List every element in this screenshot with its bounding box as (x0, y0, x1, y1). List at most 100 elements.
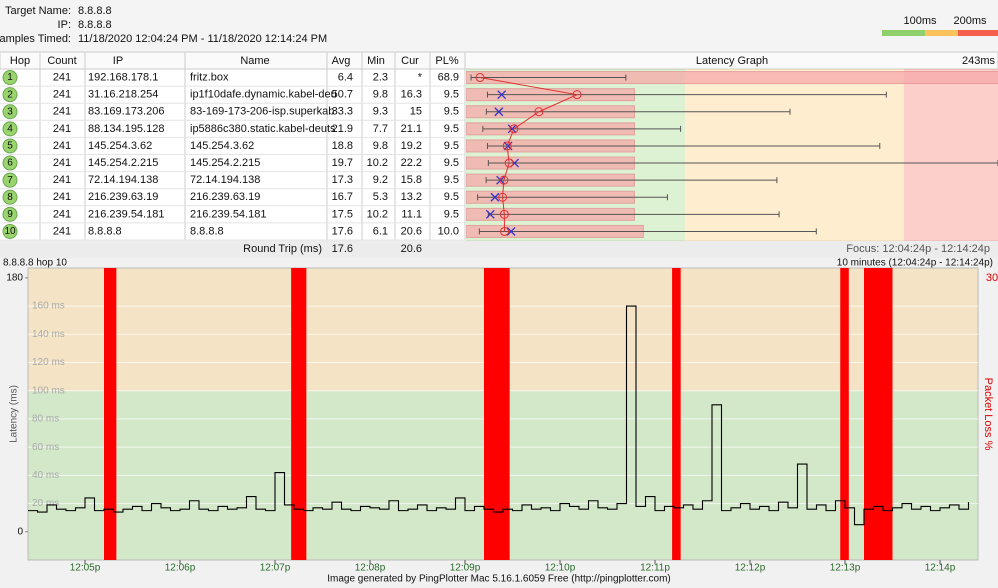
cell-cur: 15 (410, 106, 422, 118)
cell-min: 5.3 (373, 191, 388, 203)
y-tick-label: 40 ms (32, 470, 59, 481)
x-tick-label: 12:12p (735, 563, 766, 574)
cell-avg: 50.7 (332, 89, 353, 101)
column-header: Avg (332, 55, 351, 67)
latency-line (28, 305, 970, 526)
y-axis-label: Latency (ms) (9, 385, 20, 443)
cell-ip: 88.134.195.128 (88, 123, 164, 135)
cell-name: 216.239.63.19 (190, 191, 260, 203)
cell-name: 145.254.2.215 (190, 157, 260, 169)
cell-pl: 9.5 (444, 208, 459, 220)
column-header: Min (367, 55, 385, 67)
cell-avg: 16.7 (332, 191, 353, 203)
cell-count: 241 (53, 157, 71, 169)
packet-loss-bar (104, 268, 117, 560)
cell-min: 9.8 (373, 89, 388, 101)
cell-name: ip5886c380.static.kabel-deuts (190, 123, 336, 135)
cell-avg: 17.5 (332, 208, 353, 220)
value: 8.8.8.8 (78, 19, 112, 31)
avg-marker (499, 209, 509, 219)
hop-badge (2, 121, 18, 137)
cell-cur: 22.2 (401, 157, 422, 169)
round-trip-bg (0, 240, 998, 258)
plot-area (28, 268, 970, 560)
hop-badge (2, 206, 18, 222)
cell-count: 241 (53, 71, 71, 83)
cell-pl: 9.5 (444, 140, 459, 152)
y-tick-label: 20 ms (32, 498, 59, 509)
y-tick-label: 160 ms (32, 301, 65, 312)
avg-marker (475, 73, 485, 83)
x-tick-label: 12:06p (165, 563, 196, 574)
legend-label: 100ms (903, 15, 937, 27)
column-header: IP (113, 55, 123, 67)
hop-badge (2, 87, 18, 103)
y-tick-label: 140 ms (32, 329, 65, 340)
avg-marker (502, 141, 512, 151)
column-header: Hop (10, 55, 30, 67)
x-tick-label: 12:10p (545, 563, 576, 574)
cell-min: 10.2 (367, 208, 388, 220)
packet-loss-bar (484, 268, 510, 560)
x-tick-label: 12:13p (830, 563, 861, 574)
cell-name: ip1f10dafe.dynamic.kabel-deu (190, 89, 337, 101)
round-trip-label: Round Trip (ms) (243, 243, 322, 255)
y-tick-label: 0 (17, 526, 23, 537)
y-tick-label: 60 ms (32, 442, 59, 453)
avg-marker (500, 226, 510, 236)
cell-count: 241 (53, 191, 71, 203)
packet-loss-bar (672, 268, 681, 560)
cell-name: 8.8.8.8 (190, 225, 224, 237)
hop-badge (2, 70, 18, 86)
y-tick-label: 120 ms (32, 357, 65, 368)
hop-badge (2, 138, 18, 154)
cell-pl: 9.5 (444, 106, 459, 118)
cell-cur: 15.8 (401, 174, 422, 186)
cell-avg: 19.7 (332, 157, 353, 169)
cell-ip: 145.254.3.62 (88, 140, 152, 152)
avg-marker (572, 90, 582, 100)
focus: Focus: 12:04:24p - 12:14:24p (846, 243, 990, 255)
cell-count: 241 (53, 89, 71, 101)
x-tick-label: 12:07p (260, 563, 291, 574)
label: IP: (58, 19, 71, 31)
cell-cur: 19.2 (401, 140, 422, 152)
y-tick-label: 180 (6, 273, 23, 284)
legend-swatch (958, 30, 998, 36)
hop-badge (2, 172, 18, 188)
hop-number: 6 (7, 158, 13, 169)
cell-min: 6.1 (373, 225, 388, 237)
hop-badge (2, 223, 18, 239)
cell-ip: 8.8.8.8 (88, 225, 122, 237)
cell-ip: 31.16.218.254 (88, 89, 158, 101)
cell-avg: 21.9 (332, 123, 353, 135)
cell-name: fritz.box (190, 71, 229, 83)
column-header: Count (47, 55, 76, 67)
avg-marker (509, 124, 519, 134)
x-tick-label: 12:14p (925, 563, 956, 574)
y-tick-label: 100 ms (32, 385, 65, 396)
column-header: Latency Graph (696, 55, 768, 67)
hop-number: 9 (7, 209, 13, 220)
chart-subtitle: 10 minutes (12:04:24p - 12:14:24p) (837, 258, 993, 269)
cell-ip: 216.239.54.181 (88, 208, 164, 220)
hop-number: 2 (7, 89, 13, 100)
cell-min: 10.2 (367, 157, 388, 169)
cell-count: 241 (53, 225, 71, 237)
avg-marker (498, 192, 508, 202)
legend-label: 200ms (953, 15, 987, 27)
cell-cur: 20.6 (401, 225, 422, 237)
avg-line (479, 77, 579, 232)
label: Target Name: (5, 5, 71, 17)
cell-count: 241 (53, 123, 71, 135)
cell-count: 241 (53, 140, 71, 152)
legend-swatch (882, 30, 925, 36)
cell-min: 2.3 (373, 71, 388, 83)
packet-loss-bar (291, 268, 307, 560)
avg-marker (504, 158, 514, 168)
cell-pl: 9.5 (444, 123, 459, 135)
latency-graph (466, 69, 998, 241)
cell-count: 241 (53, 174, 71, 186)
scale-max: 243ms (962, 55, 996, 67)
